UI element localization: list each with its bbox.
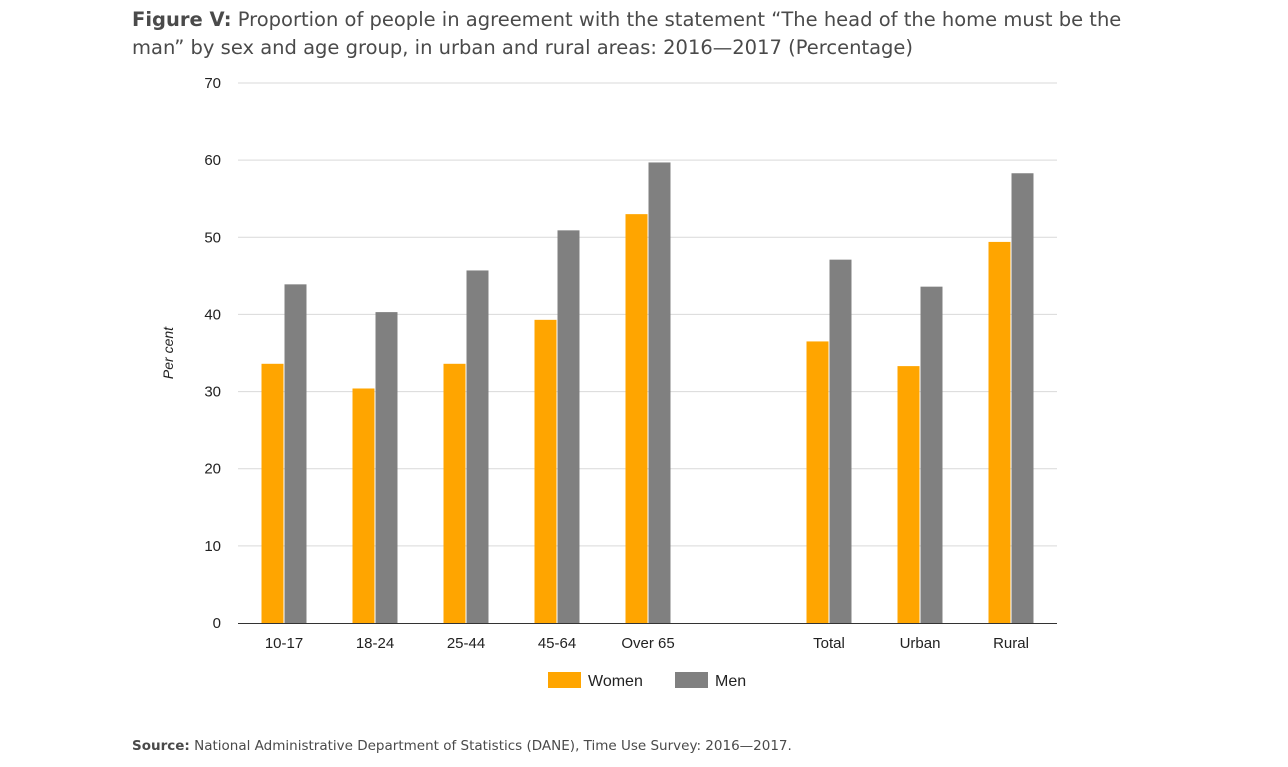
y-tick-label: 20	[204, 461, 221, 478]
source-text: National Administrative Department of St…	[189, 738, 792, 754]
x-tick-label: Total	[813, 635, 845, 652]
bar-men-total	[829, 259, 852, 623]
bar-men-18-24	[375, 312, 398, 623]
bar-men-45-64	[557, 230, 580, 624]
source-note: Source: National Administrative Departme…	[132, 738, 792, 754]
y-axis-title: Per cent	[160, 326, 176, 379]
bar-men-urban	[920, 286, 943, 623]
figure-title: Figure V: Proportion of people in agreem…	[132, 6, 1142, 62]
x-tick-label: 18-24	[356, 635, 394, 652]
figure-title-lead: Figure V:	[132, 8, 232, 31]
bar-women-10-17	[261, 363, 284, 623]
legend-label-women: Women	[588, 673, 643, 690]
x-tick-label: Urban	[900, 635, 941, 652]
x-tick-label: 45-64	[538, 635, 576, 652]
y-tick-label: 30	[204, 384, 221, 401]
legend-swatch-men	[675, 672, 708, 688]
x-tick-label: 10-17	[265, 635, 303, 652]
figure-title-text: Proportion of people in agreement with t…	[132, 8, 1122, 59]
x-tick-label: Over 65	[621, 635, 674, 652]
legend: Women Men	[548, 672, 746, 690]
bar-women-45-64	[534, 319, 557, 623]
y-tick-label: 10	[204, 538, 221, 555]
y-tick-label: 50	[204, 229, 221, 246]
x-tick-label: 25-44	[447, 635, 485, 652]
source-lead: Source:	[132, 738, 190, 754]
y-tick-label: 70	[204, 75, 221, 92]
x-tick-label: Rural	[993, 635, 1029, 652]
bar-men-over-65	[648, 162, 671, 623]
bar-women-rural	[988, 241, 1011, 623]
bar-men-10-17	[284, 284, 307, 623]
y-tick-label: 0	[213, 615, 221, 632]
bar-women-over-65	[625, 214, 648, 623]
bar-women-urban	[897, 366, 920, 623]
bars	[261, 162, 1034, 624]
legend-label-men: Men	[715, 673, 746, 690]
bar-women-total	[806, 341, 829, 623]
y-tick-label: 40	[204, 306, 221, 323]
legend-swatch-women	[548, 672, 581, 688]
bar-women-25-44	[443, 363, 466, 623]
y-axis-ticks: 0 10 20 30 40 50 60 70	[204, 75, 221, 632]
y-tick-label: 60	[204, 152, 221, 169]
x-axis-labels: 10-17 18-24 25-44 45-64 Over 65 Total Urban Rur…	[265, 635, 1029, 652]
bar-men-25-44	[466, 270, 489, 623]
bar-women-18-24	[352, 388, 375, 623]
bar-men-rural	[1011, 173, 1034, 623]
